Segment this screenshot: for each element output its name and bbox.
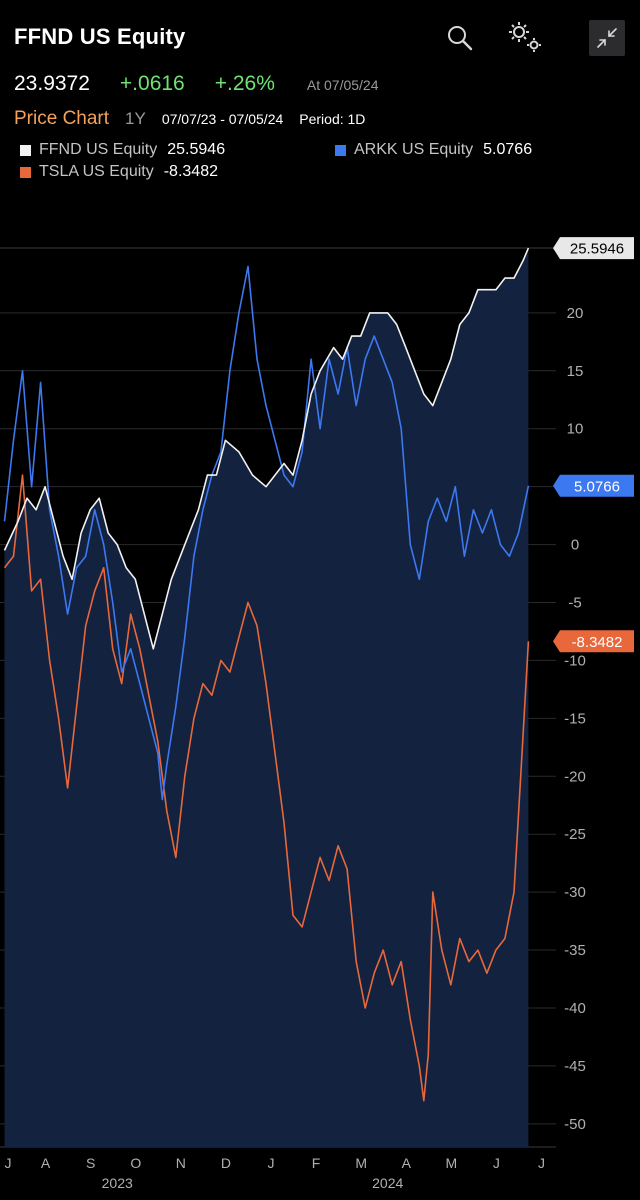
y-tick-label: 0	[571, 537, 579, 554]
value-tag-text: 25.5946	[570, 241, 624, 258]
collapse-arrows-icon	[597, 28, 617, 48]
x-tick-label: J	[268, 1155, 275, 1171]
value-tag-text: -8.3482	[572, 634, 623, 651]
legend-ffnd[interactable]: FFND US Equity 25.5946	[20, 141, 225, 159]
y-tick-label: 10	[567, 421, 584, 438]
x-tick-label: D	[221, 1155, 231, 1171]
arkk-line	[3, 265, 530, 801]
x-tick-label: M	[355, 1155, 367, 1171]
x-tick-label: J	[5, 1155, 12, 1171]
legend-name: TSLA US Equity	[39, 163, 154, 180]
x-tick-label: O	[130, 1155, 141, 1171]
legend-name: ARKK US Equity	[354, 141, 474, 158]
percent-change: +.26%	[214, 72, 275, 95]
last-price: 23.9372	[14, 72, 90, 95]
y-tick-label: -30	[564, 884, 586, 901]
period-selector[interactable]: Period: 1D	[299, 111, 366, 127]
search-icon	[448, 26, 473, 51]
value-tag-shape	[553, 237, 634, 260]
value-tag-shape	[553, 474, 634, 497]
y-tick-label: -5	[568, 595, 581, 612]
search-button[interactable]	[444, 22, 476, 54]
date-range[interactable]: 07/07/23 - 07/05/24	[161, 111, 284, 127]
arkk-last-value-tag: 5.0766	[553, 474, 634, 497]
y-tick-label: -25	[564, 826, 586, 843]
range-button[interactable]: 1Y	[125, 109, 146, 128]
as-of-date: At 07/05/24	[306, 77, 379, 93]
ffnd-area	[4, 248, 529, 1148]
price-chart[interactable]: 20151050-5-10-15-20-25-30-35-40-45-50 JA…	[0, 180, 640, 1200]
x-tick-label: F	[312, 1155, 321, 1171]
value-tag-shape	[553, 630, 634, 653]
x-year-label: 2024	[372, 1175, 403, 1191]
x-tick-label: A	[402, 1155, 412, 1171]
x-year-label: 2023	[102, 1175, 133, 1191]
x-tick-label: M	[446, 1155, 458, 1171]
y-tick-label: -15	[564, 710, 586, 727]
x-tick-label: J	[493, 1155, 500, 1171]
x-tick-label: S	[86, 1155, 95, 1171]
y-tick-label: 15	[567, 363, 584, 380]
collapse-button[interactable]	[589, 20, 625, 56]
y-tick-label: -20	[564, 768, 586, 785]
y-tick-label: -10	[564, 652, 586, 669]
legend-tsla[interactable]: TSLA US Equity -8.3482	[20, 163, 218, 181]
legend-swatch-tsla	[20, 166, 31, 178]
settings-button[interactable]	[504, 18, 546, 56]
security-title: FFND US Equity	[14, 24, 186, 49]
net-change: +.0616	[119, 72, 185, 95]
x-tick-label: N	[176, 1155, 186, 1171]
tsla-last-value-tag: -8.3482	[553, 630, 634, 653]
quote-row: 23.9372 +.0616 +.26% At 07/05/24	[14, 72, 379, 96]
tsla-line	[3, 474, 530, 1102]
y-tick-label: -45	[564, 1058, 586, 1075]
y-tick-label: -50	[564, 1116, 586, 1133]
gears-icon	[509, 22, 541, 52]
ffnd-last-value-tag: 25.5946	[553, 237, 634, 260]
legend-swatch-arkk	[335, 144, 346, 156]
x-tick-label: J	[538, 1155, 545, 1171]
chart-title: Price Chart	[14, 108, 110, 129]
y-tick-label: -35	[564, 942, 586, 959]
legend-name: FFND US Equity	[39, 141, 158, 158]
legend-value: 5.0766	[483, 141, 533, 158]
legend-value: 25.5946	[167, 141, 226, 158]
chart-header: Price Chart 1Y 07/07/23 - 07/05/24 Perio…	[14, 108, 365, 130]
legend-value: -8.3482	[163, 163, 218, 180]
value-tag-text: 5.0766	[574, 478, 620, 495]
y-tick-label: -40	[564, 1000, 586, 1017]
y-tick-label: 20	[567, 305, 584, 322]
ffnd-line	[3, 247, 530, 650]
x-tick-label: A	[41, 1155, 51, 1171]
legend-swatch-ffnd	[20, 144, 31, 156]
legend-arkk[interactable]: ARKK US Equity 5.0766	[335, 141, 532, 159]
